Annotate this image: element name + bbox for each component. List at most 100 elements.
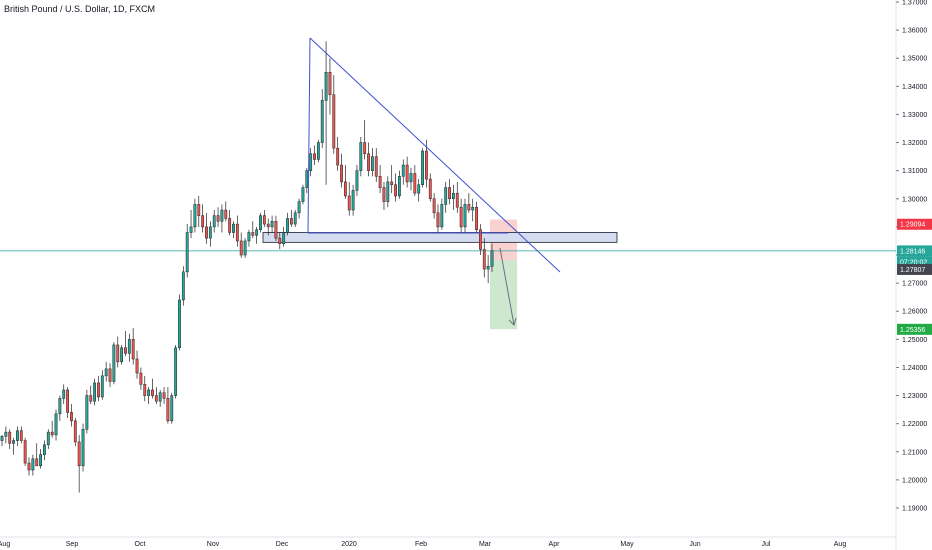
candle-body[interactable] bbox=[23, 440, 27, 464]
candle-body[interactable] bbox=[425, 150, 428, 180]
candle-body[interactable] bbox=[390, 181, 394, 185]
candle-body[interactable] bbox=[313, 153, 316, 160]
candle-body[interactable] bbox=[289, 218, 293, 225]
candle-body[interactable] bbox=[394, 184, 397, 197]
candle-body[interactable] bbox=[409, 173, 413, 183]
candle-body[interactable] bbox=[112, 344, 116, 382]
candle-body[interactable] bbox=[479, 229, 482, 250]
candle-body[interactable] bbox=[243, 240, 247, 256]
candle-body[interactable] bbox=[328, 72, 332, 96]
candle-body[interactable] bbox=[475, 206, 478, 230]
candle-body[interactable] bbox=[131, 339, 135, 360]
descending-trendline[interactable] bbox=[309, 37, 561, 273]
candle-body[interactable] bbox=[467, 204, 471, 211]
candle-body[interactable] bbox=[193, 204, 197, 228]
triangle-left-edge[interactable] bbox=[307, 37, 311, 234]
candle-body[interactable] bbox=[93, 382, 97, 402]
candle-body[interactable] bbox=[359, 142, 363, 171]
candle-body[interactable] bbox=[251, 232, 255, 236]
candle-body[interactable] bbox=[0, 436, 4, 441]
candle-body[interactable] bbox=[324, 72, 328, 101]
candle-body[interactable] bbox=[316, 142, 320, 160]
candle-body[interactable] bbox=[370, 156, 374, 171]
candle-body[interactable] bbox=[336, 147, 340, 166]
candle-body[interactable] bbox=[208, 226, 212, 239]
candle-body[interactable] bbox=[332, 94, 336, 149]
candle-body[interactable] bbox=[417, 184, 421, 194]
candle-body[interactable] bbox=[8, 431, 12, 444]
candle-body[interactable] bbox=[50, 431, 54, 436]
candle-body[interactable] bbox=[266, 223, 270, 228]
candle-body[interactable] bbox=[143, 384, 147, 396]
candle-body[interactable] bbox=[70, 412, 73, 422]
candle-body[interactable] bbox=[239, 240, 243, 256]
candle-body[interactable] bbox=[197, 204, 201, 216]
candle-body[interactable] bbox=[174, 347, 178, 396]
candle-body[interactable] bbox=[97, 382, 100, 398]
candle-body[interactable] bbox=[89, 395, 93, 402]
candle-body[interactable] bbox=[259, 215, 262, 230]
candle-body[interactable] bbox=[85, 395, 89, 430]
candle-body[interactable] bbox=[363, 142, 367, 155]
candle-body[interactable] bbox=[43, 444, 46, 455]
candle-body[interactable] bbox=[486, 265, 490, 270]
candle-body[interactable] bbox=[124, 347, 127, 354]
candle-body[interactable] bbox=[490, 250, 494, 267]
candle-body[interactable] bbox=[286, 218, 289, 233]
candle-body[interactable] bbox=[39, 454, 42, 467]
candle-body[interactable] bbox=[16, 430, 19, 441]
candle-body[interactable] bbox=[108, 368, 112, 382]
candle-body[interactable] bbox=[224, 209, 228, 219]
candle-body[interactable] bbox=[77, 441, 81, 467]
candle-body[interactable] bbox=[185, 232, 189, 273]
candle-body[interactable] bbox=[54, 413, 58, 436]
candle-body[interactable] bbox=[120, 347, 124, 363]
candle-body[interactable] bbox=[444, 187, 448, 205]
candle-body[interactable] bbox=[367, 153, 370, 171]
candle-body[interactable] bbox=[436, 212, 440, 228]
candle-body[interactable] bbox=[305, 170, 309, 188]
candle-body[interactable] bbox=[351, 190, 355, 211]
candle-body[interactable] bbox=[154, 395, 158, 402]
candle-body[interactable] bbox=[166, 398, 170, 422]
candle-body[interactable] bbox=[104, 368, 108, 377]
candle-body[interactable] bbox=[27, 462, 31, 471]
candle-body[interactable] bbox=[482, 249, 486, 270]
candle-body[interactable] bbox=[463, 204, 467, 228]
candle-body[interactable] bbox=[228, 218, 232, 233]
candle-body[interactable] bbox=[255, 229, 259, 236]
candle-body[interactable] bbox=[62, 389, 66, 399]
candle-body[interactable] bbox=[432, 198, 436, 214]
candle-body[interactable] bbox=[35, 458, 39, 467]
candle-body[interactable] bbox=[405, 164, 409, 183]
candle-body[interactable] bbox=[343, 181, 347, 197]
candle-body[interactable] bbox=[374, 156, 378, 177]
candle-body[interactable] bbox=[151, 389, 154, 396]
candle-body[interactable] bbox=[31, 458, 35, 471]
candle-body[interactable] bbox=[282, 232, 286, 245]
candle-body[interactable] bbox=[278, 237, 282, 245]
candle-body[interactable] bbox=[58, 398, 62, 415]
candle-body[interactable] bbox=[301, 187, 305, 202]
candle-body[interactable] bbox=[452, 192, 455, 200]
candle-body[interactable] bbox=[162, 392, 166, 399]
candle-body[interactable] bbox=[459, 206, 463, 228]
candle-body[interactable] bbox=[205, 226, 208, 239]
candle-body[interactable] bbox=[440, 204, 444, 228]
candle-body[interactable] bbox=[421, 150, 424, 185]
candle-body[interactable] bbox=[293, 212, 297, 225]
candle-body[interactable] bbox=[274, 221, 278, 239]
candle-body[interactable] bbox=[378, 176, 382, 188]
candle-body[interactable] bbox=[428, 178, 432, 200]
candle-body[interactable] bbox=[247, 232, 251, 242]
candle-body[interactable] bbox=[139, 372, 143, 385]
candle-body[interactable] bbox=[455, 192, 459, 208]
candle-body[interactable] bbox=[73, 420, 77, 443]
candle-body[interactable] bbox=[235, 223, 239, 242]
candle-body[interactable] bbox=[270, 221, 274, 228]
candle-body[interactable] bbox=[347, 195, 351, 211]
candle-body[interactable] bbox=[297, 201, 301, 214]
candle-body[interactable] bbox=[320, 100, 324, 143]
candle-body[interactable] bbox=[232, 223, 235, 233]
candle-body[interactable] bbox=[178, 299, 181, 349]
